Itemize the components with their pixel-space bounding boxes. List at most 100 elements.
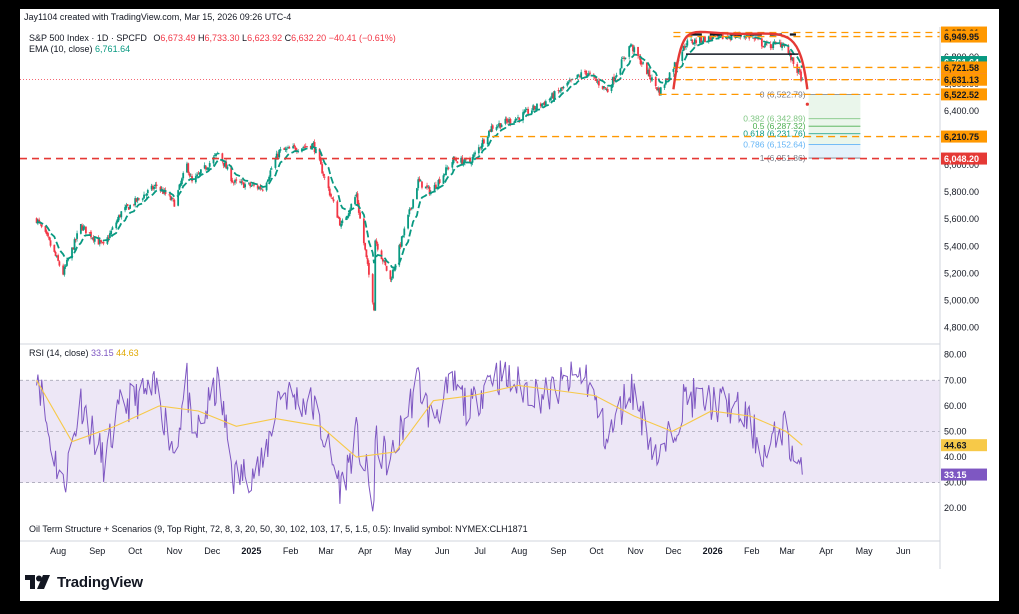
candle-body [67,259,70,261]
candle-body [682,45,685,51]
candle-body [710,38,713,40]
time-axis-label: Jul [474,546,486,556]
candle-body [566,82,569,86]
price-pill-bg [941,73,987,86]
candle-body [486,136,489,145]
candle-body [796,64,799,73]
candle-body [304,146,307,148]
candle-body [88,232,91,234]
ohlc-close-label: C [284,33,292,43]
candle-body [110,230,113,235]
candle-body [146,190,149,194]
candle-body [47,233,49,237]
candle-body [619,68,622,75]
rsi-pill-text: 44.63 [944,441,967,451]
candle-body [115,222,118,229]
candle-body [170,197,173,200]
price-pill-text: 6,210.75 [944,132,979,142]
candle-body [133,204,135,206]
candle-body [791,57,794,60]
candle-body [474,152,476,155]
candle-body [323,176,326,178]
time-axis-label: Aug [511,546,527,556]
candle-body [456,161,459,164]
candle-body [783,45,786,47]
candle-body [309,145,312,149]
candle-body [434,184,437,189]
candle-body [445,167,447,176]
candle-body [657,88,660,91]
candle-body [145,193,148,196]
candle-body [188,173,191,176]
candle-body [498,123,500,127]
candle-body [368,262,370,275]
candle-body [532,105,535,111]
candle-body [771,46,773,48]
candle-body [141,198,144,200]
candle-body [331,197,334,199]
candle-body [575,78,578,79]
price-tick-label: 5,000.00 [944,295,979,305]
candle-body [586,74,589,77]
candle-body [129,204,132,209]
candle-body [606,89,609,93]
price-pill: 6,048.20 [941,152,987,165]
candle-body [579,75,581,77]
candle-body [66,259,68,266]
candle-body [585,70,588,76]
candle-body [279,149,282,151]
candle-body [632,45,634,52]
candle-body [489,129,492,132]
candle-body [225,161,228,169]
candle-body [244,184,247,188]
rsi-tick-label: 40.00 [944,452,967,462]
candle-body [567,82,570,84]
candle-body [297,150,300,152]
candle-body [500,124,503,128]
candle-body [178,184,181,190]
candle-body [109,233,111,238]
candle-body [322,173,325,176]
candle-body [666,78,668,80]
candle-body [71,247,73,259]
candle-body [711,36,714,40]
candle-body [522,112,524,121]
candle-body [398,245,401,266]
candle-body [499,123,502,128]
candle-body [269,170,272,177]
ema-label: EMA (10, close) [29,44,93,54]
candle-body [259,186,262,189]
candle-body [216,153,219,155]
candle-body [268,176,271,181]
candle-body [57,255,60,261]
candle-body [371,274,374,303]
oil-indicator-note: Oil Term Structure + Scenarios (9, Top R… [29,524,528,534]
candle-body [589,72,591,74]
candle-body [138,198,140,200]
candle-body [234,180,236,183]
candle-body [346,215,349,219]
time-axis-label: 2025 [241,546,261,556]
candle-body [725,36,728,40]
candle-body [261,189,264,191]
candle-body [270,168,273,170]
candle-body [111,227,114,230]
price-tick-label: 5,800.00 [944,187,979,197]
chart-canvas[interactable]: 0 (6,522.79)0.382 (6,342.89)0.5 (6,287.3… [20,9,999,601]
candle-body [469,158,471,163]
candle-body [55,256,58,258]
candle-body [533,105,536,110]
candle-body [587,73,590,76]
candle-body [507,120,509,123]
candle-body [488,130,490,137]
candle-body [613,76,615,82]
candles-layer [35,31,804,312]
candle-body [81,225,84,231]
candle-body [552,93,555,99]
candle-body [143,194,145,199]
candle-body [294,147,297,151]
candle-body [332,199,335,202]
tradingview-logo-icon [25,575,50,589]
time-axis-label: Mar [318,546,334,556]
time-axis-label: Sep [550,546,566,556]
